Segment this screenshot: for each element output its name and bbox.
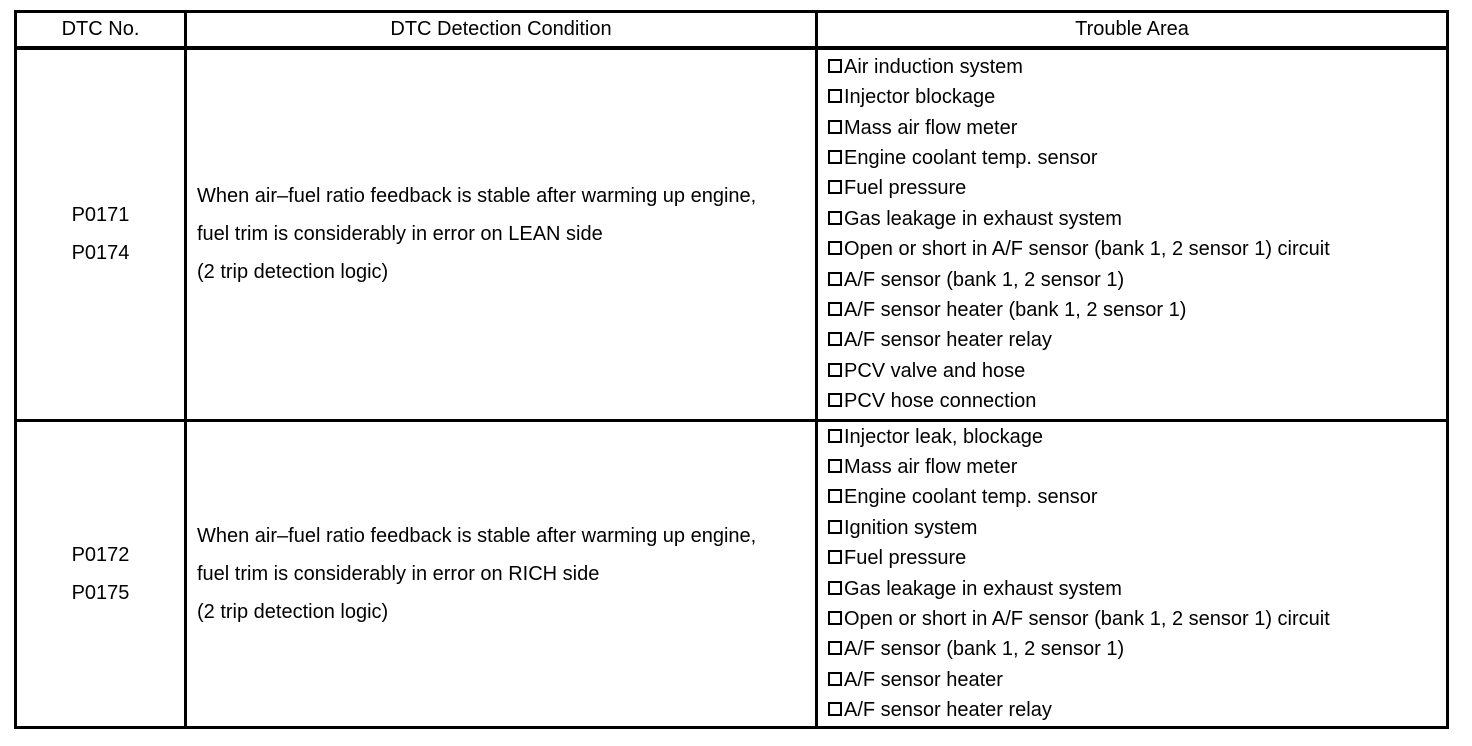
trouble-area-item: A/F sensor (bank 1, 2 sensor 1) <box>828 634 1440 664</box>
checkbox-icon <box>828 458 842 473</box>
checkbox-icon <box>828 393 842 408</box>
trouble-area-item: Open or short in A/F sensor (bank 1, 2 s… <box>828 604 1440 634</box>
condition-lines: When air–fuel ratio feedback is stable a… <box>197 517 809 631</box>
checkbox-icon <box>828 332 842 347</box>
trouble-area-label: Injector blockage <box>844 86 996 109</box>
trouble-area-item: Ignition system <box>828 513 1440 543</box>
trouble-area-label: A/F sensor heater relay <box>844 329 1052 352</box>
dtc-number: P0175 <box>71 581 130 604</box>
checkbox-icon <box>828 489 842 504</box>
trouble-area-item: Injector blockage <box>828 82 1440 112</box>
trouble-area-item: Mass air flow meter <box>828 452 1440 482</box>
trouble-area-label: PCV hose connection <box>844 390 1037 413</box>
table-row: P0172 P0175 When air–fuel ratio feedback… <box>14 418 1449 729</box>
dtc-numbers-cell: P0171 P0174 <box>14 46 187 422</box>
trouble-area-label: A/F sensor heater relay <box>844 699 1052 722</box>
trouble-area-item: Fuel pressure <box>828 173 1440 203</box>
trouble-area-label: Mass air flow meter <box>844 455 1018 478</box>
condition-line: When air–fuel ratio feedback is stable a… <box>197 185 757 208</box>
header-trouble-area: Trouble Area <box>815 10 1449 50</box>
checkbox-icon <box>828 119 842 134</box>
trouble-area-label: A/F sensor (bank 1, 2 sensor 1) <box>844 638 1125 661</box>
checkbox-icon <box>828 428 842 443</box>
checkbox-icon <box>828 671 842 686</box>
trouble-area-item: Air induction system <box>828 52 1440 82</box>
header-dtc-no: DTC No. <box>14 10 187 50</box>
dtc-numbers-list: P0171 P0174 <box>17 196 184 272</box>
trouble-area-label: Engine coolant temp. sensor <box>844 147 1098 170</box>
trouble-area-item: A/F sensor heater <box>828 665 1440 695</box>
detection-condition-cell: When air–fuel ratio feedback is stable a… <box>184 418 818 729</box>
checkbox-icon <box>828 702 842 717</box>
table-row: P0171 P0174 When air–fuel ratio feedback… <box>14 46 1449 422</box>
trouble-area-label: Injector leak, blockage <box>844 425 1044 448</box>
trouble-area-label: A/F sensor heater <box>844 668 1003 691</box>
checkbox-icon <box>828 210 842 225</box>
condition-line: fuel trim is considerably in error on RI… <box>197 562 600 585</box>
trouble-area-label: Gas leakage in exhaust system <box>844 577 1122 600</box>
trouble-area-item: PCV valve and hose <box>828 356 1440 386</box>
trouble-area-label: Fuel pressure <box>844 177 967 200</box>
trouble-area-item: A/F sensor heater relay <box>828 325 1440 355</box>
trouble-area-label: PCV valve and hose <box>844 359 1026 382</box>
header-detection-condition: DTC Detection Condition <box>184 10 818 50</box>
trouble-area-label: Mass air flow meter <box>844 116 1018 139</box>
trouble-area-item: Fuel pressure <box>828 543 1440 573</box>
dtc-numbers-cell: P0172 P0175 <box>14 418 187 729</box>
checkbox-icon <box>828 580 842 595</box>
trouble-area-item: Injector leak, blockage <box>828 422 1440 452</box>
dtc-numbers-list: P0172 P0175 <box>17 536 184 612</box>
checkbox-icon <box>828 89 842 104</box>
checkbox-icon <box>828 271 842 286</box>
checkbox-icon <box>828 610 842 625</box>
trouble-area-label: Fuel pressure <box>844 547 967 570</box>
checkbox-icon <box>828 641 842 656</box>
trouble-area-item: A/F sensor heater (bank 1, 2 sensor 1) <box>828 295 1440 325</box>
trouble-area-cell: Injector leak, blockage Mass air flow me… <box>815 418 1449 729</box>
checkbox-icon <box>828 550 842 565</box>
trouble-area-item: Engine coolant temp. sensor <box>828 482 1440 512</box>
trouble-area-list: Air induction system Injector blockage M… <box>828 52 1440 417</box>
condition-line: When air–fuel ratio feedback is stable a… <box>197 524 757 547</box>
trouble-area-item: PCV hose connection <box>828 386 1440 416</box>
condition-line: (2 trip detection logic) <box>197 261 389 284</box>
trouble-area-label: A/F sensor (bank 1, 2 sensor 1) <box>844 268 1125 291</box>
checkbox-icon <box>828 302 842 317</box>
trouble-area-item: A/F sensor (bank 1, 2 sensor 1) <box>828 265 1440 295</box>
checkbox-icon <box>828 58 842 73</box>
checkbox-icon <box>828 519 842 534</box>
checkbox-icon <box>828 241 842 256</box>
trouble-area-item: A/F sensor heater relay <box>828 695 1440 725</box>
checkbox-icon <box>828 180 842 195</box>
trouble-area-item: Gas leakage in exhaust system <box>828 204 1440 234</box>
trouble-area-item: Engine coolant temp. sensor <box>828 143 1440 173</box>
checkbox-icon <box>828 362 842 377</box>
checkbox-icon <box>828 150 842 165</box>
trouble-area-cell: Air induction system Injector blockage M… <box>815 46 1449 422</box>
trouble-area-label: Ignition system <box>844 516 978 539</box>
trouble-area-label: Engine coolant temp. sensor <box>844 486 1098 509</box>
trouble-area-item: Mass air flow meter <box>828 113 1440 143</box>
trouble-area-item: Gas leakage in exhaust system <box>828 574 1440 604</box>
condition-line: fuel trim is considerably in error on LE… <box>197 223 603 246</box>
trouble-area-label: Open or short in A/F sensor (bank 1, 2 s… <box>844 238 1330 261</box>
table-header-row: DTC No. DTC Detection Condition Trouble … <box>14 10 1449 50</box>
trouble-area-label: Gas leakage in exhaust system <box>844 207 1122 230</box>
dtc-number: P0172 <box>71 543 130 566</box>
trouble-area-item: Open or short in A/F sensor (bank 1, 2 s… <box>828 234 1440 264</box>
dtc-table: DTC No. DTC Detection Condition Trouble … <box>14 10 1449 729</box>
trouble-area-list: Injector leak, blockage Mass air flow me… <box>828 422 1440 726</box>
dtc-number: P0174 <box>71 242 130 265</box>
detection-condition-cell: When air–fuel ratio feedback is stable a… <box>184 46 818 422</box>
trouble-area-label: A/F sensor heater (bank 1, 2 sensor 1) <box>844 299 1187 322</box>
condition-lines: When air–fuel ratio feedback is stable a… <box>197 177 809 291</box>
trouble-area-label: Open or short in A/F sensor (bank 1, 2 s… <box>844 607 1330 630</box>
trouble-area-label: Air induction system <box>844 55 1023 78</box>
dtc-number: P0171 <box>71 204 130 227</box>
condition-line: (2 trip detection logic) <box>197 600 389 623</box>
